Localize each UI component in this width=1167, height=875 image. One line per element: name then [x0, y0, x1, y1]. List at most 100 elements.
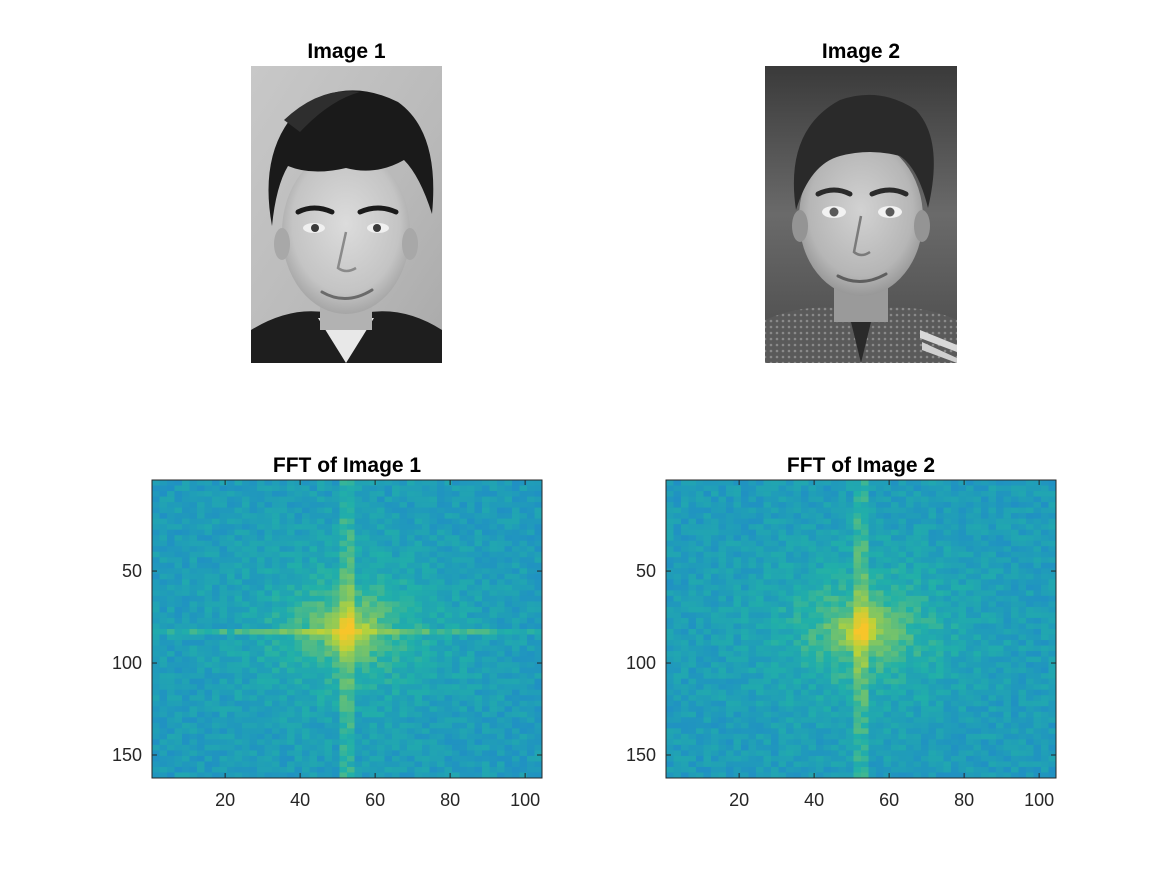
heatmap-cell	[174, 518, 183, 525]
heatmap-cell	[816, 551, 825, 558]
heatmap-cell	[973, 562, 982, 569]
heatmap-cell	[883, 645, 892, 652]
heatmap-cell	[861, 673, 870, 680]
heatmap-cell	[459, 568, 468, 575]
heatmap-cell	[831, 623, 840, 630]
heatmap-cell	[392, 750, 401, 757]
heatmap-cell	[227, 606, 236, 614]
heatmap-cell	[801, 606, 810, 614]
heatmap-cell	[399, 617, 408, 625]
heatmap-cell	[182, 744, 191, 752]
heatmap-cell	[167, 496, 176, 503]
heatmap-cell	[482, 502, 491, 509]
heatmap-cell	[347, 491, 356, 498]
heatmap-cell	[958, 651, 967, 658]
heatmap-cell	[853, 645, 862, 652]
heatmap-cell	[801, 546, 810, 553]
heatmap-cell	[1011, 540, 1020, 547]
heatmap-cell	[227, 551, 236, 558]
heatmap-cell	[429, 640, 438, 647]
heatmap-cell	[414, 606, 423, 614]
heatmap-cell	[756, 573, 765, 580]
heatmap-cell	[287, 617, 296, 625]
heatmap-cell	[891, 485, 900, 492]
heatmap-cell	[973, 524, 982, 531]
heatmap-cell	[808, 529, 817, 536]
heatmap-cell	[212, 518, 221, 525]
heatmap-cell	[339, 673, 348, 680]
heatmap-cell	[347, 606, 356, 614]
heatmap-cell	[534, 744, 542, 752]
heatmap-cell	[257, 595, 266, 603]
heatmap-cell	[696, 579, 705, 586]
heatmap-cell	[384, 568, 393, 575]
heatmap-cell	[347, 662, 356, 669]
heatmap-cell	[437, 645, 446, 652]
heatmap-cell	[429, 612, 438, 619]
heatmap-cell	[287, 656, 296, 663]
heatmap-cell	[234, 750, 243, 757]
heatmap-cell	[474, 761, 483, 768]
heatmap-cell	[459, 739, 468, 746]
heatmap-cell	[474, 673, 483, 680]
heatmap-cell	[1003, 524, 1012, 531]
heatmap-cell	[891, 518, 900, 525]
heatmap-cell	[489, 678, 498, 685]
heatmap-cell	[197, 761, 206, 768]
heatmap-cell	[756, 684, 765, 691]
heatmap-cell	[808, 656, 817, 663]
heatmap-cell	[197, 750, 206, 757]
heatmap-cell	[152, 761, 161, 768]
heatmap-cell	[973, 590, 982, 597]
heatmap-cell	[741, 700, 750, 707]
heatmap-cell	[354, 540, 363, 547]
heatmap-cell	[846, 485, 855, 492]
heatmap-cell	[489, 518, 498, 525]
heatmap-cell	[808, 535, 817, 542]
heatmap-cell	[354, 546, 363, 553]
heatmap-cell	[227, 695, 236, 702]
heatmap-cell	[279, 595, 288, 603]
heatmap-cell	[339, 601, 348, 608]
heatmap-cell	[741, 491, 750, 498]
heatmap-cell	[302, 706, 311, 713]
heatmap-cell	[324, 513, 333, 520]
heatmap-cell	[688, 535, 697, 542]
heatmap-cell	[921, 524, 930, 531]
heatmap-cell	[756, 562, 765, 569]
heatmap-cell	[279, 744, 288, 752]
heatmap-cell	[756, 689, 765, 696]
heatmap-cell	[793, 645, 802, 652]
heatmap-cell	[1026, 695, 1035, 702]
heatmap-cell	[182, 612, 191, 619]
heatmap-cell	[294, 629, 303, 636]
heatmap-cell	[219, 502, 228, 509]
heatmap-cell	[204, 640, 213, 647]
heatmap-cell	[197, 485, 206, 492]
heatmap-cell	[354, 480, 363, 487]
heatmap-cell	[921, 507, 930, 514]
heatmap-cell	[257, 678, 266, 685]
heatmap-cell	[354, 491, 363, 498]
heatmap-cell	[437, 529, 446, 536]
heatmap-cell	[786, 502, 795, 509]
heatmap-cell	[853, 651, 862, 658]
heatmap-cell	[219, 507, 228, 514]
heatmap-cell	[951, 629, 960, 636]
heatmap-cell	[512, 568, 521, 575]
heatmap-cell	[527, 656, 536, 663]
heatmap-cell	[703, 606, 712, 614]
heatmap-cell	[309, 502, 318, 509]
heatmap-cell	[377, 524, 386, 531]
heatmap-cell	[816, 546, 825, 553]
heatmap-cell	[1048, 689, 1056, 696]
heatmap-cell	[898, 662, 907, 669]
heatmap-cell	[512, 573, 521, 580]
heatmap-cell	[527, 535, 536, 542]
heatmap-cell	[726, 568, 735, 575]
heatmap-cell	[182, 678, 191, 685]
heatmap-cell	[876, 496, 885, 503]
heatmap-cell	[756, 507, 765, 514]
heatmap-cell	[534, 684, 542, 691]
heatmap-cell	[482, 623, 491, 630]
